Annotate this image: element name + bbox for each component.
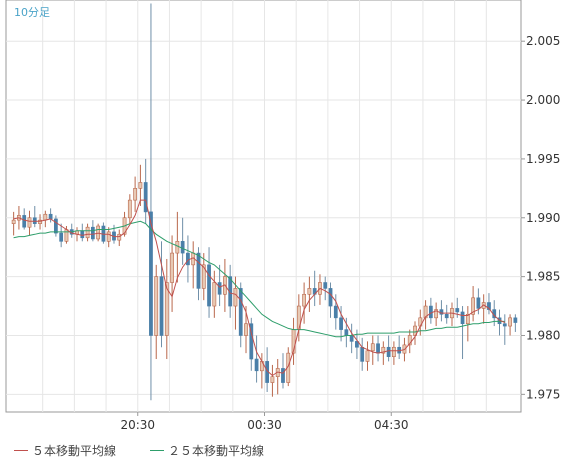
- candle-body: [254, 358, 259, 372]
- candle-body: [249, 323, 254, 360]
- x-tick-label: 20:30: [120, 418, 155, 432]
- candle-body: [465, 313, 470, 325]
- candle-body: [238, 288, 243, 336]
- ma5-line: [13, 199, 505, 377]
- y-tick-label: 1.975: [526, 387, 560, 401]
- plot-area: [5, 0, 522, 413]
- candle-body: [90, 226, 95, 240]
- y-tick-label: 2.005: [526, 34, 560, 48]
- ma25-swatch: [150, 450, 164, 451]
- y-tick-label: 1.980: [526, 328, 560, 342]
- candle-body: [43, 213, 48, 221]
- ma25-line: [13, 220, 505, 338]
- legend-label-ma5: ５本移動平均線: [32, 444, 117, 458]
- candle-body: [413, 325, 417, 336]
- candle-body: [428, 305, 433, 319]
- candle-body: [22, 215, 27, 228]
- candle-body: [48, 213, 53, 220]
- candle-body: [455, 308, 460, 313]
- y-tick-label: 1.990: [526, 211, 560, 225]
- candle-body: [11, 219, 16, 224]
- candle-body: [423, 305, 428, 319]
- candle-body: [471, 297, 475, 315]
- candle-body: [64, 229, 69, 242]
- y-tick-label: 2.000: [526, 93, 560, 107]
- timeframe-label: 10分足: [14, 6, 50, 19]
- legend-item-ma25: ２５本移動平均線: [150, 442, 264, 459]
- candle-body: [270, 376, 275, 383]
- candle-body: [133, 188, 137, 201]
- candle-body: [180, 241, 185, 254]
- candle-body: [212, 282, 217, 307]
- candle-body: [217, 282, 222, 295]
- candle-body: [38, 219, 42, 224]
- candle-body: [143, 182, 148, 213]
- candle-body: [365, 350, 370, 362]
- candle-body: [117, 233, 122, 241]
- candle-body: [349, 335, 354, 342]
- candle-body: [164, 282, 169, 336]
- candle-body: [281, 368, 285, 383]
- legend-item-ma5: ５本移動平均線: [14, 442, 116, 459]
- candle-body: [302, 293, 306, 307]
- chart-legend: ５本移動平均線 ２５本移動平均線: [0, 437, 574, 462]
- candle-body: [487, 302, 491, 310]
- y-tick-label: 1.985: [526, 270, 560, 284]
- candle-body: [32, 217, 37, 224]
- candle-body: [80, 230, 85, 239]
- candle-body: [476, 297, 481, 309]
- candlestick-chart: 1.975 1.980 1.985 1.990 1.995 2.000 2.005 20:30…: [5, 0, 560, 432]
- candle-body: [323, 282, 328, 289]
- candle-body: [307, 288, 312, 295]
- candle-body: [392, 346, 396, 357]
- candle-body: [27, 217, 32, 228]
- candle-body: [328, 288, 333, 307]
- candle-body: [201, 264, 206, 289]
- candle-body: [127, 199, 132, 219]
- candle-body: [370, 343, 375, 352]
- candle-body: [376, 343, 380, 354]
- candle-body: [59, 232, 64, 242]
- candle-body: [159, 276, 164, 336]
- candle-body: [186, 252, 190, 266]
- candle-body: [96, 225, 101, 240]
- candle-body: [360, 346, 365, 362]
- candle-body: [386, 346, 391, 357]
- candle-body: [54, 218, 58, 234]
- candle-body: [444, 313, 449, 319]
- candle-body: [407, 335, 412, 346]
- candle-body: [149, 211, 153, 336]
- candle-body: [196, 252, 201, 289]
- candle-body: [244, 323, 248, 336]
- legend-label-ma25: ２５本移動平均線: [168, 444, 265, 458]
- candle-body: [233, 288, 238, 307]
- candle-body: [513, 317, 518, 323]
- candle-body: [344, 329, 349, 336]
- candle-body: [154, 276, 159, 336]
- y-tick-label: 1.995: [526, 152, 560, 166]
- candle-body: [138, 182, 143, 189]
- candle-body: [434, 309, 439, 319]
- ma5-swatch: [14, 450, 28, 451]
- candle-body: [381, 346, 386, 354]
- candle-body: [339, 317, 343, 330]
- candle-body: [85, 226, 90, 239]
- candle-body: [333, 305, 338, 319]
- candle-body: [508, 317, 512, 327]
- candle-body: [502, 323, 507, 327]
- candle-body: [106, 231, 111, 242]
- candle-body: [170, 252, 174, 283]
- candle-body: [207, 264, 211, 307]
- x-tick-label: 04:30: [374, 418, 409, 432]
- candle-body: [355, 341, 359, 348]
- candle-body: [460, 311, 465, 325]
- x-tick-label: 00:30: [247, 418, 282, 432]
- candle-body: [175, 241, 180, 254]
